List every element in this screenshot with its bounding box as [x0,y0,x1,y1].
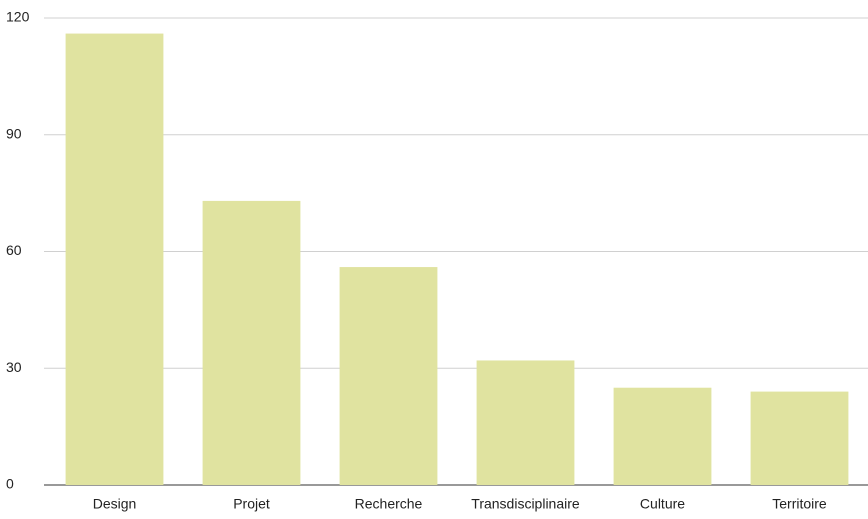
bar [613,387,712,485]
y-tick-label: 0 [6,476,14,492]
y-tick-label: 30 [6,359,22,375]
x-tick-label: Territoire [772,496,827,512]
x-tick-label: Culture [640,496,685,512]
bar [65,33,164,486]
bar [339,267,438,485]
x-tick-label: Projet [233,496,270,512]
bar [476,360,575,485]
x-tick-label: Design [93,496,137,512]
y-tick-label: 60 [6,242,22,258]
bar [202,200,301,486]
y-tick-label: 120 [6,9,30,25]
x-tick-label: Transdisciplinaire [471,496,580,512]
y-tick-label: 90 [6,125,22,141]
bar [750,391,849,485]
x-tick-label: Recherche [355,496,423,512]
